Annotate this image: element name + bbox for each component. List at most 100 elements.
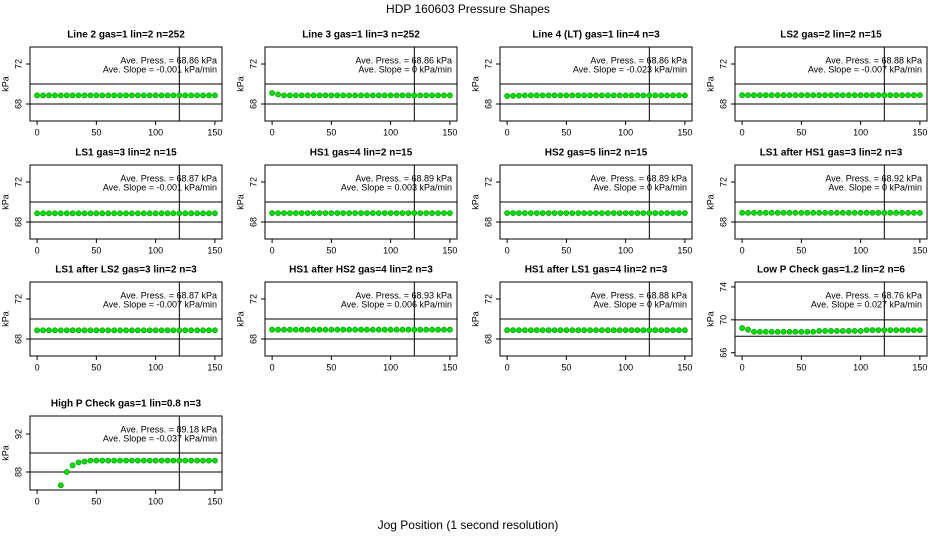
- y-tick-label: 68: [248, 99, 258, 109]
- data-point: [381, 326, 388, 333]
- data-point: [816, 209, 823, 216]
- data-point: [739, 325, 746, 331]
- x-tick-label: 50: [326, 362, 336, 372]
- data-point: [34, 92, 41, 99]
- data-point: [411, 326, 418, 333]
- data-point: [756, 209, 763, 216]
- data-point: [170, 210, 177, 217]
- data-point: [834, 92, 840, 99]
- data-point: [681, 92, 688, 99]
- data-point: [521, 210, 528, 216]
- x-tick-label: 150: [207, 245, 222, 255]
- y-tick-label: 72: [248, 59, 258, 69]
- data-point: [75, 210, 82, 217]
- data-point: [292, 326, 299, 333]
- panel-title: Line 4 (LT) gas=1 lin=4 n=3: [532, 30, 660, 41]
- x-tick-label: 100: [618, 127, 633, 137]
- data-point: [140, 457, 147, 464]
- panel-title: High P Check gas=1 lin=0.8 n=3: [51, 399, 202, 410]
- data-point: [87, 92, 94, 99]
- data-point: [40, 92, 46, 99]
- panel-title: Low P Check gas=1.2 lin=2 n=6: [757, 265, 905, 276]
- data-point: [745, 209, 751, 216]
- data-point: [911, 327, 917, 333]
- data-point: [111, 210, 118, 217]
- y-tick-label: 68: [13, 217, 23, 227]
- data-point: [275, 326, 281, 333]
- data-point: [652, 327, 659, 334]
- annotation: Ave. Press. = 68.89 kPa: [590, 173, 687, 183]
- data-point: [533, 210, 540, 216]
- data-point: [604, 327, 611, 334]
- data-point: [446, 210, 453, 216]
- x-tick-label: 0: [270, 245, 275, 255]
- data-point: [905, 327, 911, 333]
- data-point: [563, 92, 570, 99]
- data-point: [346, 326, 353, 333]
- annotation: Ave. Press. = 68.88 kPa: [590, 290, 687, 300]
- y-tick-label: 72: [483, 294, 493, 304]
- data-point: [200, 210, 206, 217]
- data-point: [768, 209, 775, 216]
- data-point: [557, 210, 564, 216]
- data-point: [851, 328, 858, 334]
- data-point: [551, 210, 558, 216]
- data-point: [334, 210, 341, 216]
- data-point: [857, 92, 864, 99]
- data-point: [188, 210, 195, 217]
- data-point: [658, 92, 665, 99]
- annotation: Ave. Slope = 0.027 kPa/min: [811, 299, 922, 309]
- figure-x-label: Jog Position (1 second resolution): [378, 518, 559, 532]
- data-point: [129, 457, 135, 464]
- data-point: [869, 92, 876, 99]
- data-point: [798, 92, 805, 99]
- data-point: [206, 327, 212, 334]
- data-point: [57, 482, 64, 489]
- annotation: Ave. Press. = 68.88 kPa: [825, 55, 922, 65]
- panel-title: LS1 after HS1 gas=3 lin=2 n=3: [760, 148, 903, 159]
- data-point: [616, 92, 623, 99]
- data-point: [375, 210, 382, 216]
- data-point: [780, 92, 787, 99]
- data-point: [328, 92, 335, 99]
- panel-title: HS1 after LS1 gas=4 lin=2 n=3: [525, 265, 668, 276]
- data-point: [670, 327, 676, 334]
- x-tick-label: 50: [561, 127, 571, 137]
- y-axis-label: kPa: [470, 311, 480, 327]
- data-point: [182, 457, 189, 464]
- data-point: [200, 457, 206, 464]
- data-point: [664, 327, 671, 334]
- plot-frame: [734, 281, 928, 357]
- data-point: [751, 92, 757, 99]
- data-point: [423, 210, 430, 216]
- data-point: [510, 210, 516, 216]
- data-point: [521, 92, 528, 99]
- data-point: [176, 457, 183, 464]
- annotation: Ave. Slope = -0.023 kPa/min: [573, 64, 687, 74]
- data-point: [875, 327, 882, 333]
- data-point: [375, 326, 382, 333]
- x-tick-label: 50: [91, 127, 101, 137]
- x-tick-label: 100: [148, 496, 163, 506]
- data-point: [599, 210, 605, 216]
- data-point: [34, 210, 41, 217]
- x-tick-label: 100: [618, 245, 633, 255]
- data-point: [352, 326, 358, 333]
- data-point: [899, 327, 906, 333]
- y-tick-label: 72: [483, 59, 493, 69]
- data-point: [111, 457, 118, 464]
- data-point: [286, 326, 293, 333]
- x-tick-label: 100: [148, 362, 163, 372]
- data-point: [828, 209, 834, 216]
- data-point: [587, 92, 593, 99]
- data-point: [57, 327, 64, 334]
- data-point: [211, 92, 218, 99]
- data-point: [768, 92, 775, 99]
- data-point: [911, 209, 917, 216]
- data-point: [134, 92, 141, 99]
